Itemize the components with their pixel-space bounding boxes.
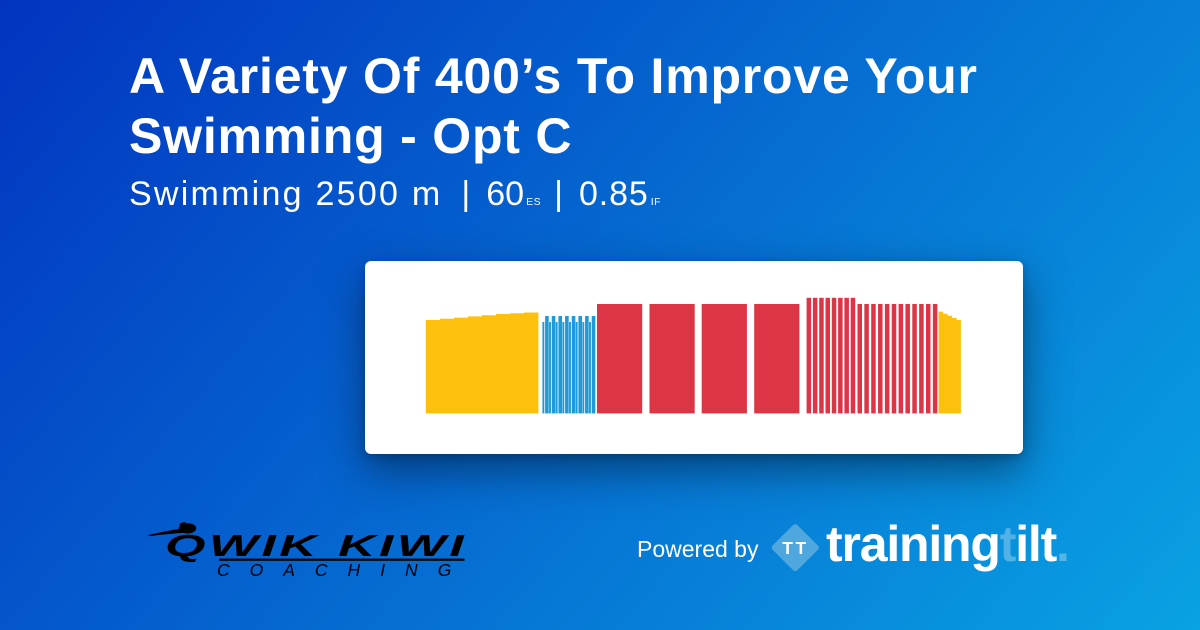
svg-text:QWIK KIWI: QWIK KIWI xyxy=(165,529,467,564)
svg-text:COACHING: COACHING xyxy=(217,560,471,580)
